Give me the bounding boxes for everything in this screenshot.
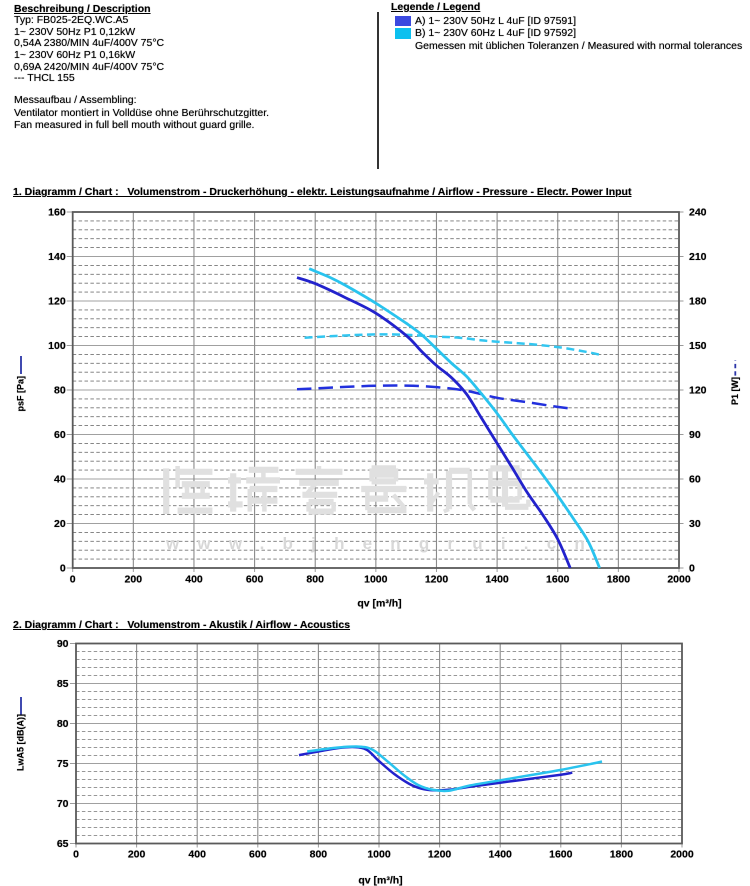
svg-text:85: 85 xyxy=(57,678,69,690)
svg-text:1000: 1000 xyxy=(367,849,391,861)
svg-text:100: 100 xyxy=(48,340,66,352)
svg-text:qv [m³/h]: qv [m³/h] xyxy=(358,875,402,886)
svg-text:65: 65 xyxy=(57,838,69,850)
svg-text:LwA5 [dB(A)]: LwA5 [dB(A)] xyxy=(16,714,26,771)
svg-text:1400: 1400 xyxy=(485,574,509,586)
svg-text:200: 200 xyxy=(125,574,143,586)
svg-text:30: 30 xyxy=(689,518,701,530)
svg-text:400: 400 xyxy=(188,849,206,861)
svg-text:20: 20 xyxy=(54,518,66,530)
svg-text:psF [Pa]: psF [Pa] xyxy=(16,376,26,412)
svg-text:90: 90 xyxy=(689,429,701,441)
svg-text:0: 0 xyxy=(689,563,695,575)
svg-text:1600: 1600 xyxy=(546,574,570,586)
svg-text:75: 75 xyxy=(57,758,69,770)
svg-text:1200: 1200 xyxy=(425,574,449,586)
svg-text:60: 60 xyxy=(54,429,66,441)
svg-text:60: 60 xyxy=(689,474,701,486)
svg-text:80: 80 xyxy=(57,718,69,730)
svg-text:600: 600 xyxy=(246,574,264,586)
svg-text:600: 600 xyxy=(249,849,267,861)
svg-text:210: 210 xyxy=(689,251,707,263)
svg-text:200: 200 xyxy=(128,849,146,861)
svg-text:80: 80 xyxy=(54,385,66,397)
svg-text:1000: 1000 xyxy=(364,574,388,586)
svg-text:400: 400 xyxy=(185,574,203,586)
svg-text:150: 150 xyxy=(689,340,707,352)
svg-text:1800: 1800 xyxy=(607,574,631,586)
svg-text:90: 90 xyxy=(57,638,69,650)
svg-text:800: 800 xyxy=(306,574,324,586)
svg-text:240: 240 xyxy=(689,207,707,219)
svg-text:120: 120 xyxy=(689,385,707,397)
svg-text:1600: 1600 xyxy=(549,849,573,861)
svg-text:70: 70 xyxy=(57,798,69,810)
svg-text:2000: 2000 xyxy=(670,849,694,861)
svg-text:40: 40 xyxy=(54,474,66,486)
svg-text:120: 120 xyxy=(48,296,66,308)
svg-text:1800: 1800 xyxy=(610,849,634,861)
svg-text:2000: 2000 xyxy=(667,574,691,586)
svg-text:180: 180 xyxy=(689,296,707,308)
svg-text:P1 [W]: P1 [W] xyxy=(730,377,740,405)
svg-text:160: 160 xyxy=(48,207,66,219)
svg-text:www.bjhengrui.cn: www.bjhengrui.cn xyxy=(165,534,603,553)
svg-text:800: 800 xyxy=(310,849,328,861)
svg-text:1200: 1200 xyxy=(428,849,452,861)
svg-text:qv [m³/h]: qv [m³/h] xyxy=(357,598,401,610)
svg-text:140: 140 xyxy=(48,251,66,263)
svg-text:1400: 1400 xyxy=(489,849,513,861)
svg-text:0: 0 xyxy=(70,574,76,586)
svg-text:0: 0 xyxy=(73,849,79,861)
svg-text:0: 0 xyxy=(60,563,66,575)
